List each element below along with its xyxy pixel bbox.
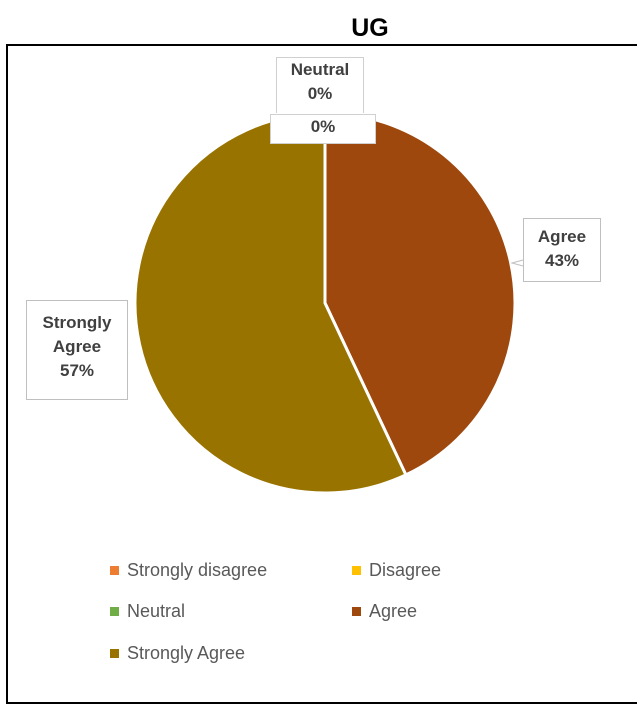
legend-swatch-disagree	[352, 566, 361, 575]
data-label-zero-pct: 0%	[310, 117, 336, 136]
data-label-strongly-agree-name1: Strongly	[42, 313, 112, 332]
data-label-neutral-name: Neutral	[290, 60, 350, 79]
data-label-agree-name: Agree	[537, 227, 587, 246]
pie-slice-agree	[323, 111, 517, 477]
legend-label-agree: Agree	[369, 601, 418, 621]
pie-slice-strongly-agree	[133, 111, 408, 495]
data-label-strongly-agree: Strongly Agree 57%	[26, 300, 128, 400]
data-label-zero: 0%	[270, 114, 376, 144]
legend-label-disagree: Disagree	[369, 560, 442, 580]
legend-item-disagree: Disagree	[352, 560, 441, 581]
legend-label-strongly-disagree: Strongly disagree	[127, 560, 268, 580]
legend-label-neutral: Neutral	[127, 601, 186, 621]
legend-item-strongly-disagree: Strongly disagree	[110, 560, 267, 581]
legend-item-strongly-agree: Strongly Agree	[110, 643, 245, 664]
legend-swatch-strongly-agree	[110, 649, 119, 658]
data-label-strongly-agree-name2: Agree	[52, 337, 102, 356]
legend-item-agree: Agree	[352, 601, 417, 622]
chart-title: UG	[351, 14, 389, 42]
data-label-agree-pct: 43%	[544, 251, 580, 270]
legend-label-strongly-agree: Strongly Agree	[127, 643, 246, 663]
legend-item-neutral: Neutral	[110, 601, 185, 622]
data-label-neutral: Neutral 0%	[276, 57, 364, 113]
legend-swatch-neutral	[110, 607, 119, 616]
legend-swatch-agree	[352, 607, 361, 616]
data-label-neutral-pct: 0%	[307, 84, 333, 103]
data-label-agree: Agree 43%	[523, 218, 601, 282]
legend-swatch-strongly-disagree	[110, 566, 119, 575]
data-label-strongly-agree-pct: 57%	[59, 361, 95, 380]
agree-label-pointer	[510, 259, 524, 267]
